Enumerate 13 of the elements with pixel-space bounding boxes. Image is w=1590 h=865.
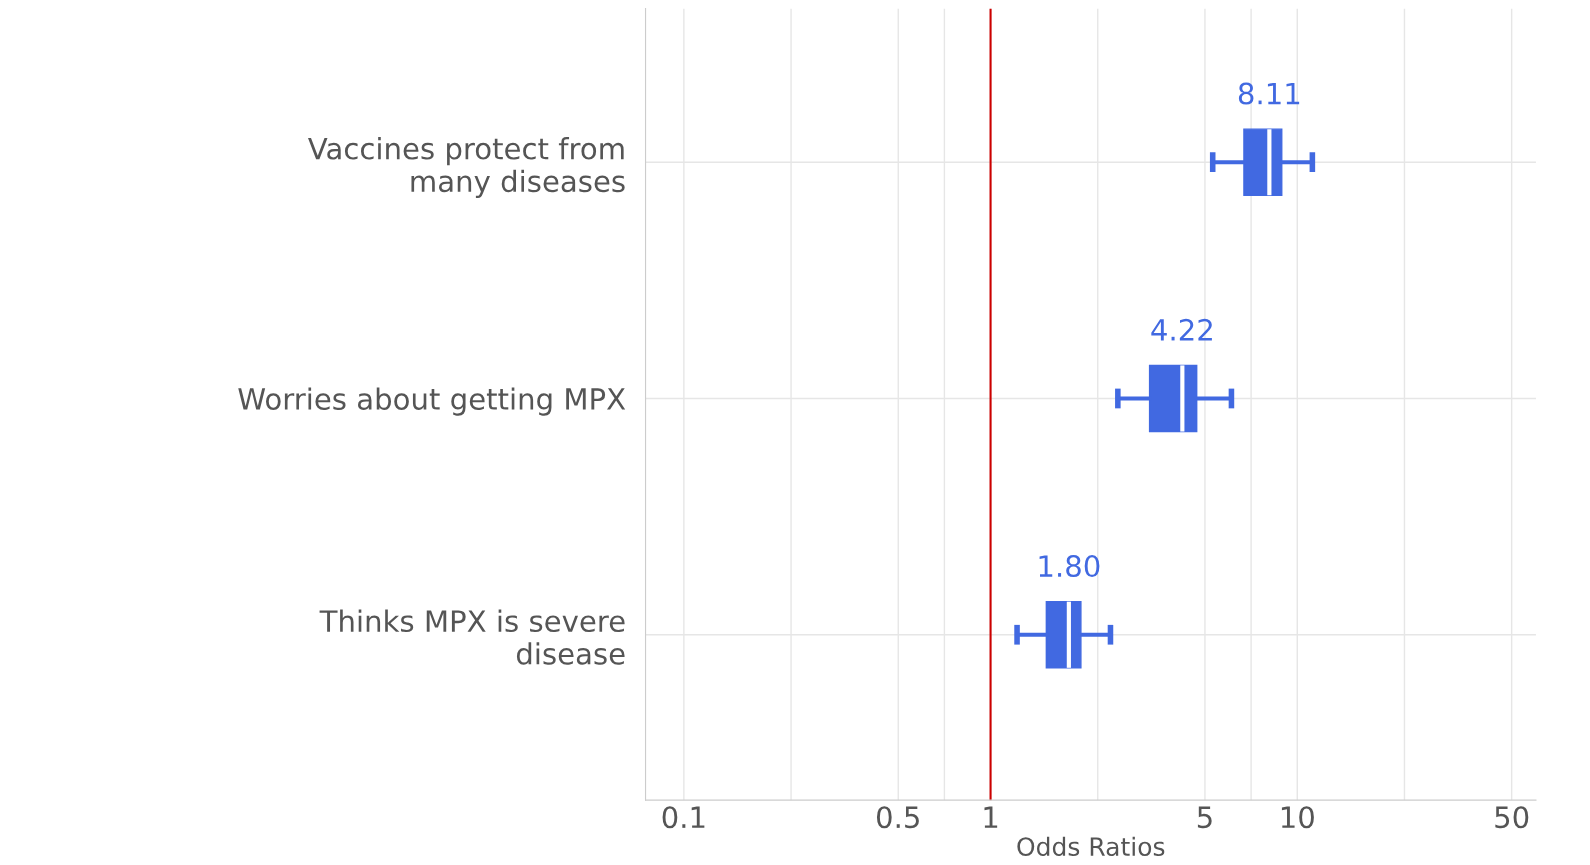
annotation: 1.80 xyxy=(1039,555,1100,578)
y-tick-label: Thinks MPX is severe disease xyxy=(319,609,625,665)
y-tick-label: Vaccines protect from many diseases xyxy=(308,137,625,198)
y-tick-label: Worries about getting MPX xyxy=(238,387,626,416)
annotation: 8.11 xyxy=(1238,82,1300,105)
annotation: 4.22 xyxy=(1151,318,1212,341)
x-tick-label: 10 xyxy=(1281,806,1314,829)
x-tick-label: 1 xyxy=(984,806,998,828)
x-tick-label: 5 xyxy=(1197,806,1212,829)
x-tick-label: 50 xyxy=(1495,806,1529,829)
x-tick-label: 0.5 xyxy=(876,806,919,829)
x-tick-label: 0.1 xyxy=(662,806,705,829)
x-axis-title: Odds Ratios xyxy=(1017,836,1165,857)
